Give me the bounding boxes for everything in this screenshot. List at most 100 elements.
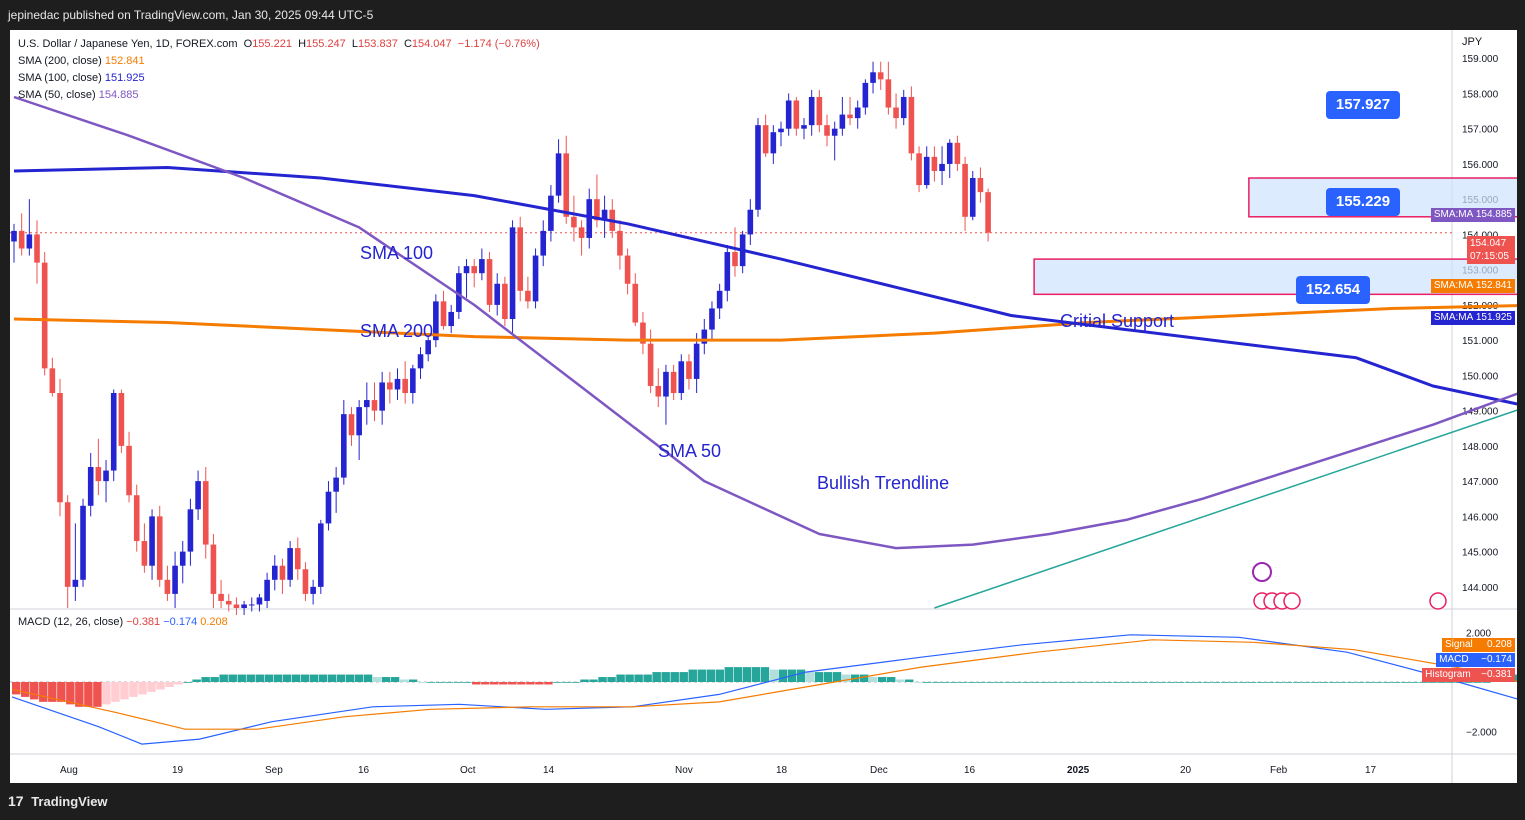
- macd-tag-hist: Histogram −0.381: [1422, 668, 1515, 682]
- macd-hist-bar-1: [21, 682, 30, 697]
- candle-body-120: [931, 156, 938, 171]
- candle-body-25: [202, 481, 209, 545]
- macd-hist-bar-47: [435, 682, 445, 683]
- macd-tag-signal-value: 0.208: [1486, 639, 1512, 650]
- candle-body-54: [425, 340, 431, 355]
- legend-sma50-row[interactable]: SMA (50, close) 154.885: [18, 87, 540, 104]
- currency-label[interactable]: JPY: [1462, 36, 1483, 48]
- chart-frame[interactable]: 159.000158.000157.000156.000155.000154.0…: [10, 30, 1517, 783]
- footer-bar[interactable]: 17 TradingView: [0, 783, 1525, 819]
- macd-legend-hist: −0.381: [126, 616, 161, 628]
- price-tag-last: 154.047 07:15:05: [1467, 236, 1515, 264]
- legend-close: 154.047: [411, 38, 452, 50]
- candle-body-47: [371, 400, 378, 411]
- candle-body-22: [179, 551, 186, 566]
- time-tick-label-9: 16: [964, 765, 976, 776]
- candle-body-10: [87, 467, 94, 506]
- candle-body-38: [302, 569, 309, 594]
- candle-body-123: [954, 142, 961, 164]
- candle-body-100: [778, 128, 784, 133]
- macd-hist-bar-163: [1482, 682, 1491, 683]
- macd-legend[interactable]: MACD (12, 26, close) −0.381 −0.174 0.208: [18, 616, 228, 628]
- candle-body-121: [939, 163, 945, 171]
- candle-body-107: [831, 128, 838, 136]
- time-tick-label-0: Aug: [60, 765, 78, 776]
- candle-body-97: [755, 125, 761, 210]
- published-text: jepinedac published on TradingView.com, …: [8, 8, 374, 22]
- macd-tag-hist-label: Histogram: [1425, 669, 1471, 680]
- event-lightning-icon: [1252, 562, 1272, 582]
- legend-sma200-row[interactable]: SMA (200, close) 152.841: [18, 53, 540, 70]
- macd-hist-bar-43: [399, 679, 409, 682]
- sma100-line: [13, 166, 1517, 406]
- macd-hist-bar-116: [1058, 682, 1067, 683]
- macd-hist-bar-59: [544, 682, 553, 685]
- candle-body-93: [724, 252, 731, 291]
- legend-c-label: C: [403, 38, 412, 50]
- candle-body-17: [141, 541, 148, 566]
- price-tick-label-5: 154.000: [1462, 230, 1499, 241]
- price-tick-label-10: 149.000: [1462, 407, 1499, 418]
- macd-hist-bar-106: [968, 682, 977, 683]
- event-flag-icon-4: [1429, 592, 1447, 610]
- macd-hist-bar-157: [1428, 682, 1437, 683]
- candle-body-15: [126, 445, 132, 496]
- macd-hist-bar-11: [111, 682, 120, 702]
- macd-hist-bar-67: [616, 674, 625, 682]
- price-tick-label-12: 147.000: [1462, 477, 1499, 488]
- legend-sma100-row[interactable]: SMA (100, close) 151.925: [18, 70, 540, 87]
- macd-hist-bar-68: [625, 674, 634, 682]
- price-tick-label-0: 159.000: [1462, 54, 1499, 65]
- price-tag-sma100-value: 151.925: [1475, 312, 1512, 323]
- macd-hist-bar-27: [255, 674, 264, 682]
- macd-hist-bar-90: [823, 672, 833, 682]
- macd-hist-bar-38: [354, 674, 364, 682]
- macd-hist-bar-26: [246, 674, 255, 682]
- tradingview-logo-icon: 17: [8, 793, 24, 809]
- candle-body-66: [517, 227, 524, 291]
- candle-body-80: [624, 255, 631, 284]
- candle-body-36: [287, 548, 293, 580]
- candle-body-34: [271, 565, 278, 580]
- macd-hist-bar-60: [553, 682, 562, 683]
- macd-tick-label-1: −2.000: [1466, 728, 1497, 739]
- time-tick-label-1: 19: [172, 765, 184, 776]
- macd-hist-bar-130: [1184, 682, 1194, 683]
- candle-body-53: [417, 354, 424, 369]
- candle-body-9: [80, 505, 86, 580]
- candle-body-31: [248, 604, 255, 606]
- candle-body-50: [394, 378, 401, 390]
- macd-hist-bar-122: [1112, 682, 1121, 683]
- macd-hist-bar-64: [589, 679, 598, 682]
- macd-hist-bar-71: [652, 672, 661, 682]
- macd-hist-bar-0: [12, 682, 21, 695]
- macd-hist-bar-153: [1392, 682, 1401, 683]
- price-tag-sma100: SMA:MA 151.925: [1430, 311, 1515, 325]
- macd-hist-bar-156: [1419, 682, 1428, 683]
- price-tag-countdown: 07:15:05: [1470, 251, 1509, 262]
- candle-body-43: [341, 414, 347, 478]
- callout-top: 157.927: [1326, 91, 1400, 119]
- macd-hist-bar-121: [1103, 682, 1112, 683]
- macd-hist-bar-151: [1374, 682, 1383, 683]
- macd-legend-signal: 0.208: [200, 616, 228, 628]
- candle-body-19: [156, 516, 163, 580]
- macd-hist-bar-18: [174, 682, 183, 685]
- time-tick-label-4: Oct: [460, 765, 476, 776]
- macd-hist-bar-72: [661, 672, 670, 682]
- candle-body-103: [801, 125, 807, 129]
- macd-hist-bar-15: [147, 682, 156, 692]
- candle-body-96: [747, 209, 754, 235]
- macd-hist-bar-133: [1211, 682, 1221, 683]
- macd-hist-bar-118: [1076, 682, 1085, 683]
- candle-body-85: [663, 371, 669, 397]
- macd-hist-bar-12: [120, 682, 129, 700]
- macd-hist-bar-126: [1148, 682, 1158, 683]
- candle-body-62: [486, 259, 493, 305]
- macd-hist-bar-36: [336, 674, 346, 682]
- macd-hist-bar-108: [986, 682, 995, 683]
- chart-svg[interactable]: 159.000158.000157.000156.000155.000154.0…: [10, 30, 1517, 783]
- macd-hist-bar-50: [463, 682, 472, 683]
- macd-hist-bar-110: [1004, 682, 1013, 683]
- time-tick-label-12: Feb: [1270, 765, 1288, 776]
